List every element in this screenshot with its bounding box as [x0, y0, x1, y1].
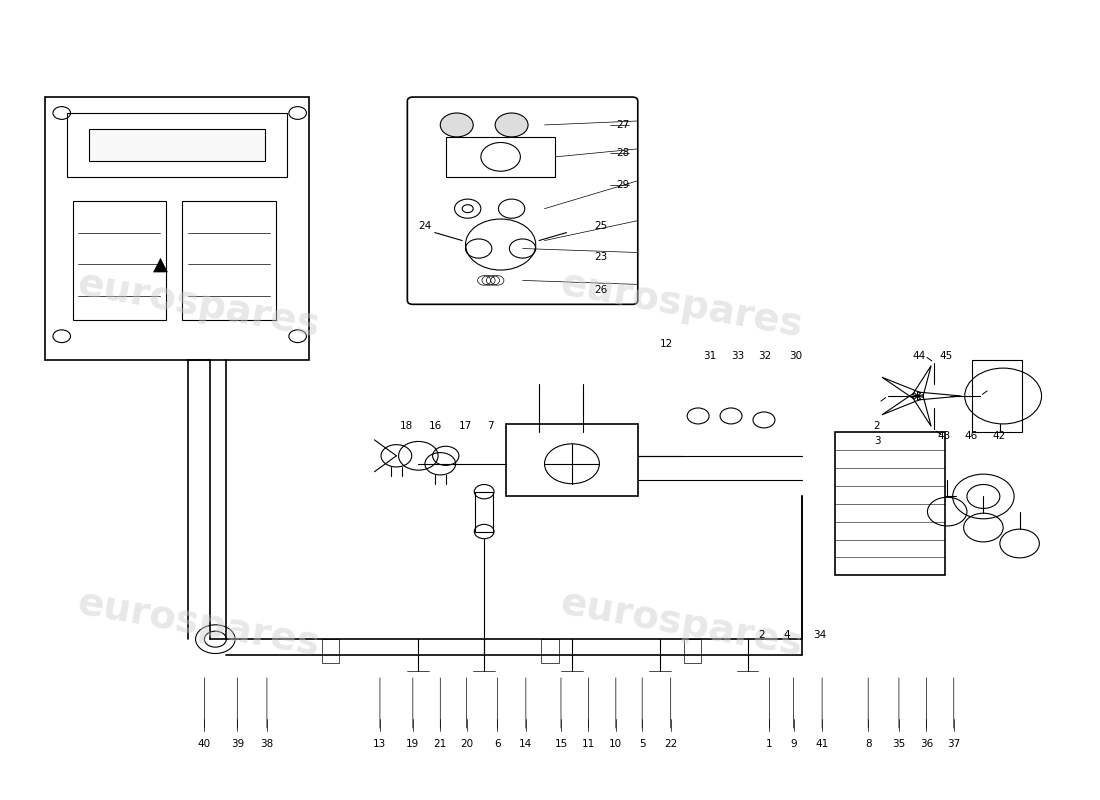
- Text: 29: 29: [616, 180, 629, 190]
- Text: 4: 4: [783, 630, 790, 640]
- Bar: [73, 201, 166, 320]
- Text: 25: 25: [594, 222, 607, 231]
- Text: 32: 32: [759, 351, 772, 361]
- Text: 17: 17: [459, 421, 472, 430]
- Circle shape: [495, 113, 528, 137]
- Text: 15: 15: [554, 739, 568, 749]
- Text: 12: 12: [660, 339, 673, 349]
- Text: eurospares: eurospares: [75, 264, 323, 344]
- Circle shape: [462, 205, 473, 213]
- Text: 23: 23: [594, 251, 607, 262]
- Text: 26: 26: [594, 285, 607, 295]
- Text: 18: 18: [399, 421, 412, 430]
- Text: 2: 2: [873, 421, 880, 430]
- FancyBboxPatch shape: [407, 97, 638, 304]
- Bar: [322, 639, 339, 663]
- Text: 9: 9: [790, 739, 796, 749]
- Bar: [541, 639, 559, 663]
- Text: 11: 11: [582, 739, 595, 749]
- Bar: [475, 492, 493, 531]
- Bar: [506, 424, 638, 496]
- Text: 20: 20: [460, 739, 473, 749]
- Text: 27: 27: [616, 120, 629, 130]
- Text: 8: 8: [865, 739, 871, 749]
- Bar: [446, 137, 556, 177]
- Text: 39: 39: [231, 739, 244, 749]
- Bar: [835, 432, 945, 575]
- Text: 5: 5: [639, 739, 646, 749]
- Bar: [684, 639, 702, 663]
- Text: 46: 46: [965, 431, 978, 441]
- Text: 45: 45: [939, 351, 953, 361]
- Bar: [183, 201, 276, 320]
- Bar: [89, 129, 265, 161]
- Text: 19: 19: [406, 739, 419, 749]
- Text: 30: 30: [789, 351, 802, 361]
- Text: 21: 21: [433, 739, 447, 749]
- Text: 36: 36: [920, 739, 933, 749]
- Text: 16: 16: [429, 421, 442, 430]
- Text: 2: 2: [759, 630, 766, 640]
- Text: 34: 34: [813, 630, 826, 640]
- Text: 7: 7: [487, 421, 494, 430]
- Text: eurospares: eurospares: [558, 583, 806, 663]
- Text: 1: 1: [766, 739, 773, 749]
- Text: 22: 22: [664, 739, 678, 749]
- Text: 33: 33: [732, 351, 745, 361]
- Text: 42: 42: [992, 431, 1005, 441]
- Bar: [67, 113, 287, 177]
- Text: 44: 44: [912, 351, 925, 361]
- Text: 37: 37: [947, 739, 960, 749]
- Text: 31: 31: [704, 351, 717, 361]
- Text: 14: 14: [519, 739, 532, 749]
- Text: 24: 24: [418, 222, 431, 231]
- Text: 28: 28: [616, 148, 629, 158]
- Circle shape: [440, 113, 473, 137]
- Text: 41: 41: [815, 739, 828, 749]
- Text: ▲: ▲: [153, 255, 168, 274]
- Text: 3: 3: [873, 437, 880, 446]
- Text: eurospares: eurospares: [558, 264, 806, 344]
- Text: eurospares: eurospares: [75, 583, 323, 663]
- Text: 10: 10: [609, 739, 623, 749]
- Text: 13: 13: [373, 739, 386, 749]
- Text: 35: 35: [892, 739, 905, 749]
- Text: 43: 43: [937, 431, 950, 441]
- Bar: [972, 360, 1022, 432]
- Text: 38: 38: [261, 739, 274, 749]
- Text: 40: 40: [198, 739, 211, 749]
- Text: 6: 6: [494, 739, 501, 749]
